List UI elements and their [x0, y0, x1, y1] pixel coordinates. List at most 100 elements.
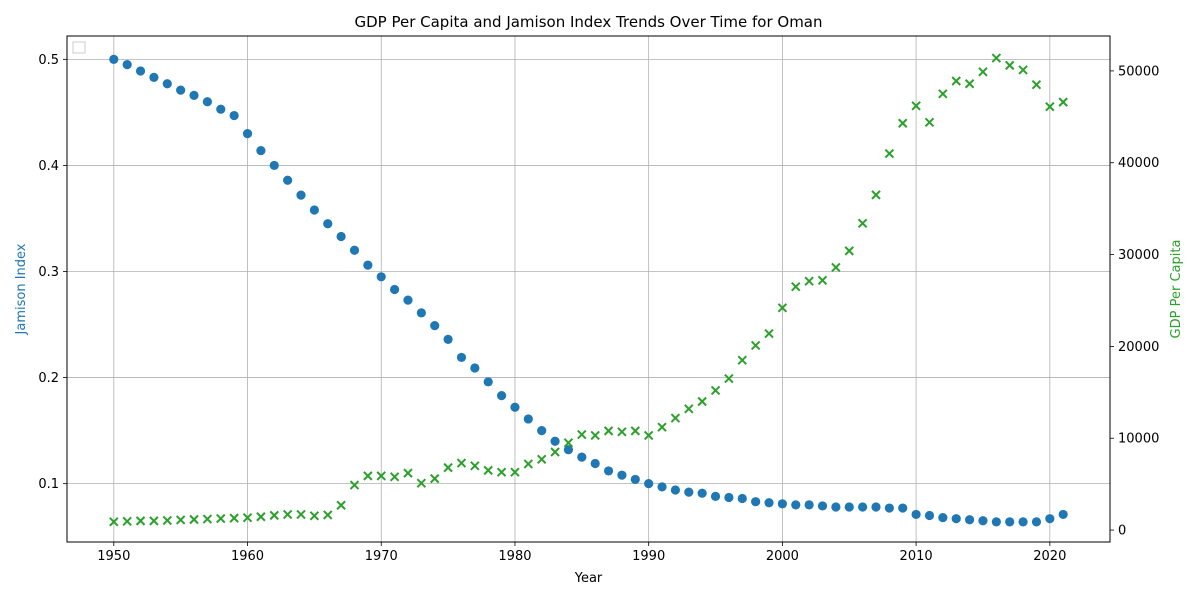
jamison-point: [978, 516, 988, 526]
y-right-tick-label: 50000: [1118, 64, 1159, 79]
jamison-point: [202, 97, 213, 107]
jamison-point: [283, 175, 293, 185]
gdp-point: [724, 373, 734, 384]
gdp-point: [924, 117, 935, 128]
jamison-point: [456, 352, 467, 363]
gdp-point: [737, 355, 747, 365]
x-tick-label: 2000: [766, 549, 799, 564]
jamison-point: [135, 66, 146, 76]
jamison-point: [684, 487, 694, 497]
jamison-point: [817, 501, 828, 511]
gdp-point: [817, 275, 828, 285]
gdp-point: [323, 510, 333, 520]
gdp-point: [791, 281, 801, 292]
gdp-point: [363, 471, 373, 481]
jamison-index-series: [109, 54, 1068, 527]
jamison-point: [844, 502, 854, 512]
gdp-point: [282, 509, 293, 520]
gdp-point: [269, 510, 279, 521]
jamison-point: [577, 452, 587, 462]
gdp-point: [135, 516, 146, 526]
jamison-point: [590, 458, 600, 469]
jamison-point: [871, 502, 881, 512]
gdp-point: [670, 413, 681, 423]
gdp-point: [630, 426, 641, 436]
y-right-tick-label: 30000: [1118, 248, 1159, 263]
gdp-point: [603, 426, 614, 436]
jamison-point: [229, 110, 239, 121]
gdp-point: [149, 516, 159, 526]
x-tick-label: 1960: [231, 549, 264, 564]
gdp-point: [162, 515, 172, 526]
jamison-point: [149, 72, 159, 82]
jamison-point: [416, 308, 426, 318]
jamison-point: [898, 503, 908, 513]
jamison-point: [122, 60, 132, 70]
jamison-point: [256, 145, 266, 156]
plot-frame: [66, 35, 1111, 543]
x-axis-label: Year: [574, 571, 603, 586]
jamison-point: [804, 500, 814, 510]
gdp-point: [911, 101, 921, 111]
jamison-point: [376, 272, 386, 282]
jamison-point: [176, 85, 186, 95]
y-axis-right-label: GDP Per Capita: [1169, 240, 1184, 339]
gdp-per-capita-series: [109, 53, 1068, 527]
gdp-point: [951, 76, 961, 86]
jamison-point: [670, 485, 681, 495]
gdp-point: [456, 458, 467, 468]
gdp-point: [483, 465, 493, 476]
jamison-point: [443, 334, 453, 344]
gdp-point: [349, 480, 360, 490]
jamison-point: [644, 479, 654, 489]
gdp-point: [1018, 65, 1028, 75]
gdp-point: [844, 246, 854, 256]
gdp-point: [470, 461, 480, 471]
jamison-point: [336, 231, 346, 242]
gdp-point: [1045, 102, 1055, 112]
jamison-point: [496, 391, 507, 401]
gdp-point: [697, 396, 707, 407]
gdp-point: [523, 459, 534, 469]
gdp-point: [376, 471, 386, 481]
gdp-point: [777, 303, 788, 313]
y-axis-right: 0 10000 20000 30000 40000 50000: [1110, 64, 1159, 539]
x-axis: 1950 1960 1970 1980 1990 2000 2010 2020: [97, 542, 1066, 564]
gdp-point: [1005, 60, 1015, 71]
jamison-point: [216, 104, 226, 114]
gdp-point: [550, 447, 560, 457]
jamison-point: [603, 466, 614, 476]
jamison-point: [1058, 509, 1068, 520]
jamison-point: [470, 363, 480, 373]
data-points: [109, 53, 1068, 527]
gdp-point: [296, 509, 306, 520]
jamison-point: [831, 502, 841, 512]
gdp-point: [256, 512, 266, 522]
gdp-point: [189, 514, 199, 525]
x-tick-label: 1990: [632, 549, 665, 564]
jamison-point: [363, 260, 373, 270]
gdp-point: [443, 462, 453, 473]
x-tick-label: 2020: [1033, 549, 1066, 564]
jamison-point: [724, 492, 734, 503]
gdp-point: [964, 79, 975, 89]
jamison-point: [911, 509, 921, 520]
x-tick-label: 2010: [900, 549, 933, 564]
jamison-point: [242, 128, 253, 139]
jamison-point: [323, 219, 333, 229]
gdp-point: [202, 514, 213, 524]
jamison-point: [697, 488, 707, 498]
gdp-point: [430, 473, 440, 484]
jamison-point: [791, 500, 801, 510]
gdp-point: [938, 89, 948, 99]
gdp-point: [978, 67, 988, 77]
jamison-point: [764, 498, 774, 508]
gdp-point: [831, 262, 841, 273]
jamison-point: [162, 79, 172, 89]
jamison-point: [537, 426, 547, 436]
gdp-point: [416, 478, 427, 488]
gdp-point: [750, 340, 761, 351]
jamison-point: [951, 514, 961, 524]
x-tick-label: 1950: [97, 549, 130, 564]
gdp-point: [1058, 97, 1068, 107]
